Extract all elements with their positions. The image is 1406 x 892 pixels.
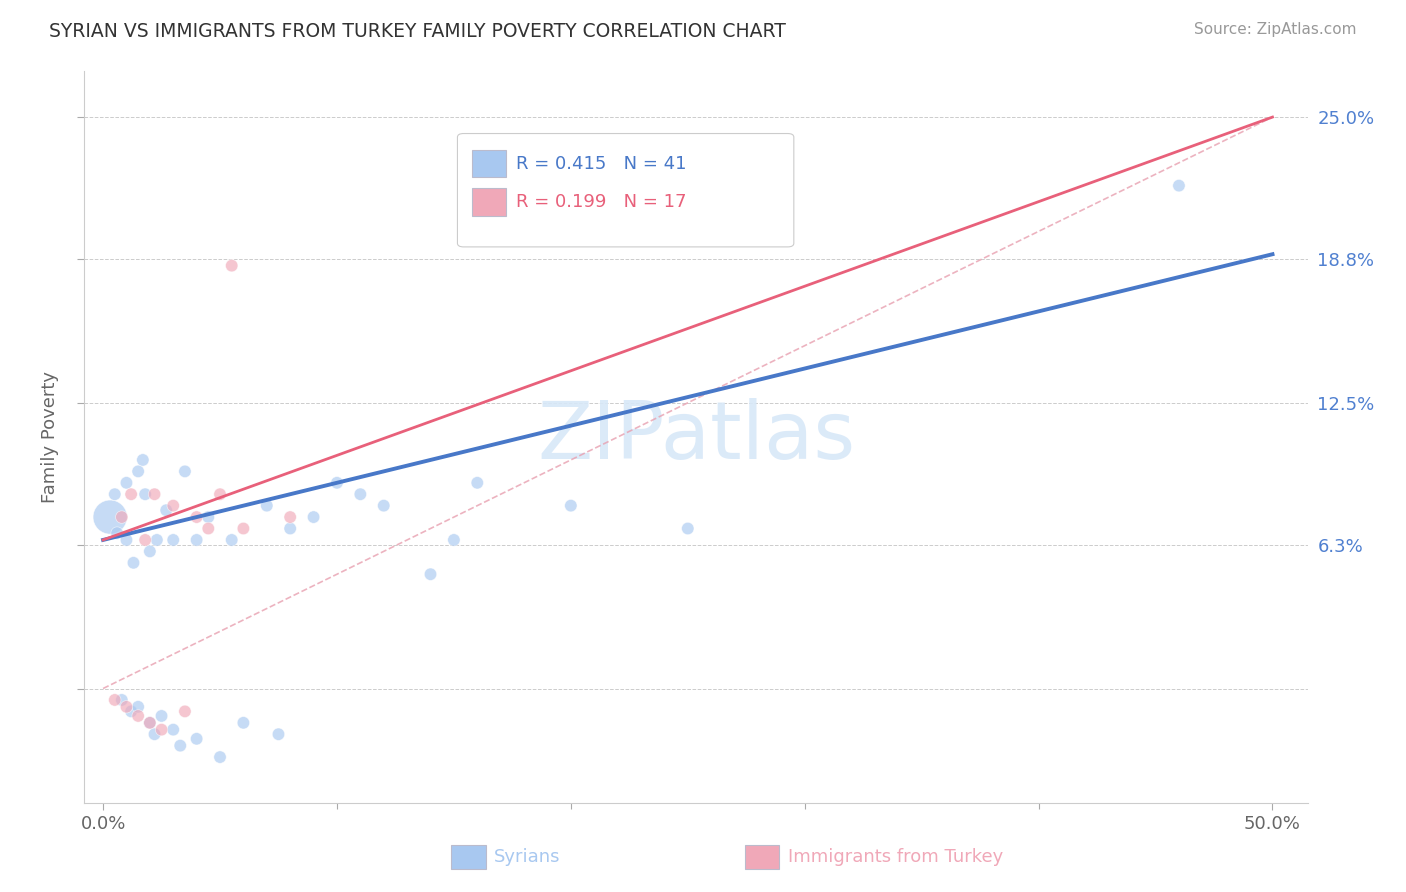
Point [115,475,138,490]
Point [419,567,441,582]
Point [232,521,254,535]
Point [278,521,301,535]
Point [120,705,142,719]
Point [132,453,155,467]
Point [169,739,191,753]
Text: Source: ZipAtlas.com: Source: ZipAtlas.com [1194,22,1357,37]
Point [150,723,173,737]
Point [267,727,290,741]
FancyBboxPatch shape [457,134,794,247]
Point [302,510,325,524]
Point [256,499,278,513]
Point [676,521,699,535]
Point [186,533,208,547]
Bar [472,150,506,178]
Point [155,503,177,517]
Point [134,487,156,501]
Point [326,475,349,490]
Point [162,499,184,513]
Point [139,544,162,558]
Point [111,510,134,524]
Point [104,693,127,707]
Point [111,693,134,707]
Point [174,705,197,719]
Text: R = 0.199   N = 17: R = 0.199 N = 17 [516,194,686,211]
Point [150,709,173,723]
Text: ZIPatlas: ZIPatlas [537,398,855,476]
Point [560,499,582,513]
Bar [451,846,485,869]
Text: SYRIAN VS IMMIGRANTS FROM TURKEY FAMILY POVERTY CORRELATION CHART: SYRIAN VS IMMIGRANTS FROM TURKEY FAMILY … [49,22,786,41]
Text: Immigrants from Turkey: Immigrants from Turkey [787,848,1002,866]
Point [232,715,254,730]
Point [186,731,208,746]
Point [221,259,243,273]
Point [115,699,138,714]
Point [122,556,145,570]
Point [1168,178,1191,193]
Bar [745,846,779,869]
Point [197,510,219,524]
Point [208,750,231,764]
Point [104,487,127,501]
Point [127,709,149,723]
Point [127,464,149,478]
Point [278,510,301,524]
Point [208,487,231,501]
Point [465,475,488,490]
Point [162,723,184,737]
Text: R = 0.415   N = 41: R = 0.415 N = 41 [516,154,686,172]
Point [197,521,219,535]
Point [134,533,156,547]
Point [139,715,162,730]
Point [221,533,243,547]
Point [143,727,166,741]
Text: Syrians: Syrians [494,848,561,866]
Point [139,715,162,730]
Point [162,533,184,547]
Point [349,487,371,501]
Point [120,487,142,501]
Point [143,487,166,501]
Y-axis label: Family Poverty: Family Poverty [41,371,59,503]
Bar [472,188,506,216]
Point [127,699,149,714]
Point [186,510,208,524]
Point [373,499,395,513]
Point [146,533,169,547]
Point [443,533,465,547]
Point [174,464,197,478]
Point [105,526,128,541]
Point [98,510,121,524]
Point [115,533,138,547]
